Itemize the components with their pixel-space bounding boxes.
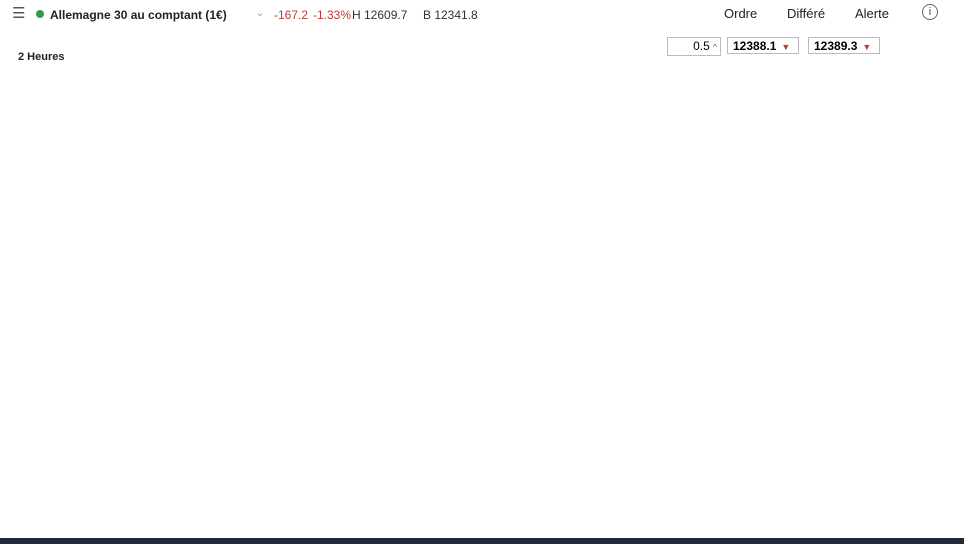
- change-pct: -1.33%: [313, 8, 352, 22]
- buy-button[interactable]: 12389.3 ▼: [808, 37, 880, 54]
- buy-price: 12389.3: [814, 39, 858, 53]
- high: H 12609.7: [352, 8, 408, 22]
- bottom-bar: [0, 538, 964, 544]
- size-value: 0.5: [693, 39, 710, 53]
- order-button[interactable]: Ordre: [724, 6, 758, 21]
- status-dot: [36, 10, 44, 18]
- menu-icon[interactable]: ☰: [12, 5, 26, 22]
- alert-button[interactable]: Alerte: [855, 6, 889, 21]
- sell-price: 12388.1: [733, 39, 777, 53]
- header: ☰ Allemagne 30 au comptant (1€) ⌄ -167.2…: [0, 0, 964, 28]
- info-button[interactable]: i: [922, 4, 938, 20]
- low: B 12341.8: [423, 8, 478, 22]
- timeframe[interactable]: 2 Heures: [18, 51, 65, 63]
- delayed-button[interactable]: Différé: [787, 6, 826, 21]
- change: -167.2: [274, 8, 309, 22]
- dropdown[interactable]: ⌄: [256, 8, 265, 19]
- sell-button[interactable]: 12388.1 ▼: [727, 37, 799, 54]
- instrument: Allemagne 30 au comptant (1€): [50, 8, 227, 22]
- size-input[interactable]: 0.5 ^: [667, 37, 721, 56]
